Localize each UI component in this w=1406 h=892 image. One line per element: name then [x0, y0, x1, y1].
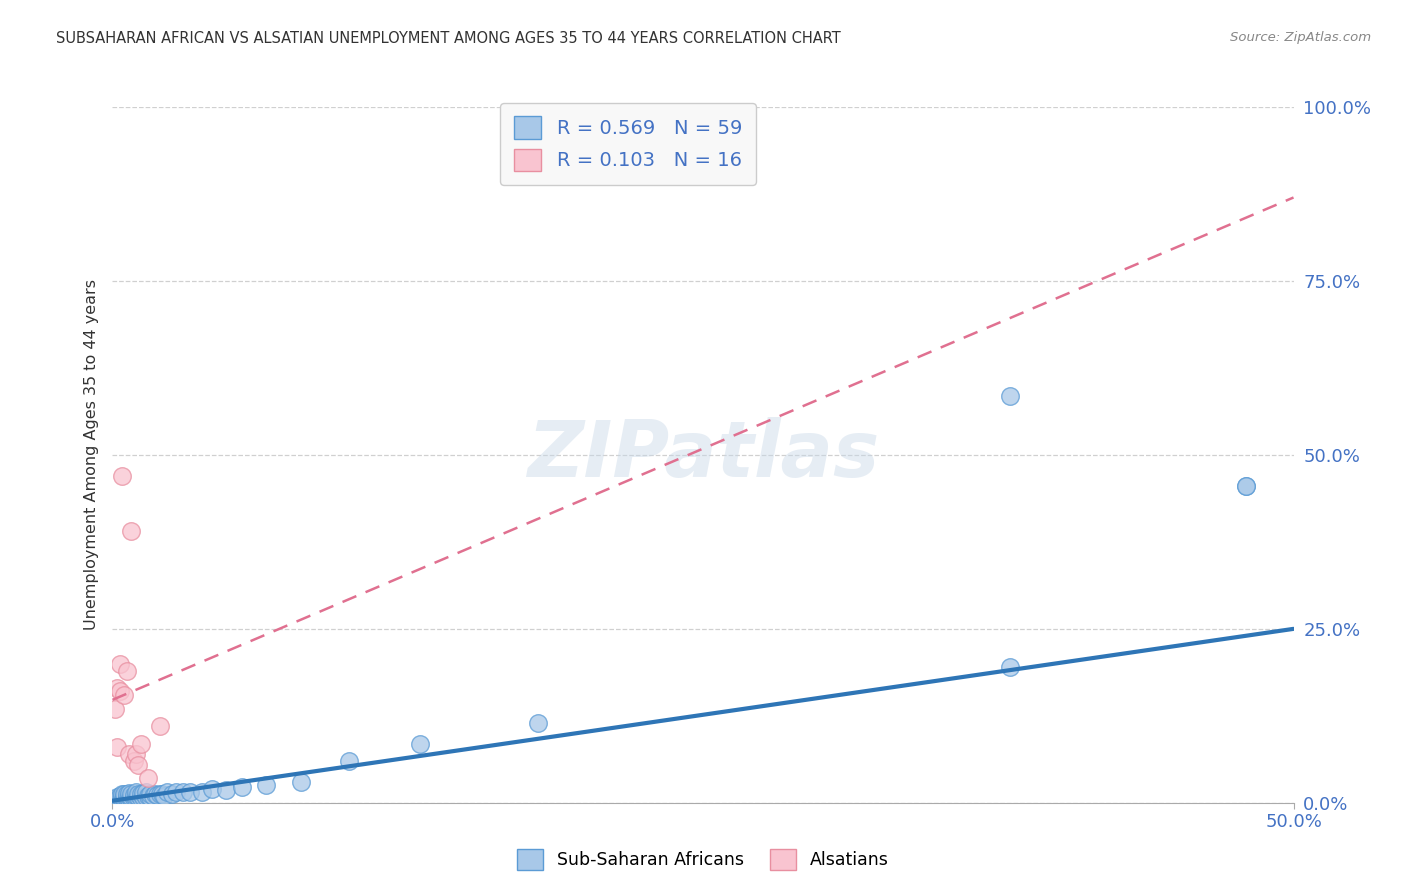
Point — [127, 757, 149, 772]
Point — [153, 789, 176, 803]
Point — [526, 715, 548, 730]
Point — [115, 792, 138, 806]
Text: ZIPatlas: ZIPatlas — [527, 417, 879, 493]
Point — [120, 792, 142, 806]
Point — [132, 790, 155, 805]
Point — [108, 657, 131, 671]
Point — [139, 790, 162, 805]
Point — [139, 787, 162, 801]
Point — [156, 785, 179, 799]
Point — [136, 789, 159, 803]
Point — [112, 789, 135, 803]
Point — [998, 660, 1021, 674]
Point — [115, 790, 138, 805]
Text: Source: ZipAtlas.com: Source: ZipAtlas.com — [1230, 31, 1371, 45]
Point — [125, 785, 148, 799]
Point — [290, 775, 312, 789]
Point — [142, 789, 165, 803]
Point — [408, 737, 430, 751]
Point — [105, 792, 128, 806]
Point — [112, 787, 135, 801]
Legend: R = 0.569   N = 59, R = 0.103   N = 16: R = 0.569 N = 59, R = 0.103 N = 16 — [501, 103, 755, 185]
Point — [201, 781, 224, 796]
Point — [129, 791, 152, 805]
Point — [215, 783, 238, 797]
Point — [111, 790, 134, 805]
Point — [105, 740, 128, 755]
Point — [172, 785, 194, 799]
Point — [150, 787, 173, 801]
Point — [129, 737, 152, 751]
Point — [118, 789, 141, 803]
Point — [111, 788, 134, 802]
Point — [122, 788, 145, 802]
Point — [135, 789, 157, 804]
Point — [111, 468, 134, 483]
Point — [108, 791, 131, 805]
Text: SUBSAHARAN AFRICAN VS ALSATIAN UNEMPLOYMENT AMONG AGES 35 TO 44 YEARS CORRELATIO: SUBSAHARAN AFRICAN VS ALSATIAN UNEMPLOYM… — [56, 31, 841, 46]
Point — [337, 754, 360, 768]
Point — [118, 791, 141, 805]
Point — [104, 702, 127, 716]
Point — [108, 789, 131, 803]
Point — [122, 791, 145, 805]
Point — [127, 790, 149, 805]
Point — [115, 788, 138, 802]
Point — [125, 789, 148, 803]
Point — [143, 788, 166, 802]
Point — [149, 788, 172, 802]
Point — [118, 747, 141, 761]
Point — [135, 785, 157, 799]
Point — [149, 719, 172, 733]
Point — [112, 791, 135, 805]
Legend: Sub-Saharan Africans, Alsatians: Sub-Saharan Africans, Alsatians — [509, 840, 897, 879]
Point — [1234, 479, 1257, 493]
Point — [112, 792, 135, 806]
Point — [120, 787, 142, 801]
Point — [120, 524, 142, 539]
Point — [108, 684, 131, 698]
Point — [146, 788, 169, 802]
Point — [120, 789, 142, 804]
Point — [998, 389, 1021, 403]
Point — [108, 794, 131, 808]
Point — [231, 780, 253, 795]
Point — [118, 786, 141, 800]
Point — [132, 786, 155, 800]
Point — [165, 785, 187, 799]
Point — [179, 785, 201, 799]
Point — [136, 772, 159, 786]
Point — [191, 785, 214, 799]
Point — [111, 793, 134, 807]
Point — [105, 681, 128, 695]
Point — [160, 787, 183, 801]
Point — [105, 790, 128, 805]
Point — [125, 747, 148, 761]
Point — [112, 688, 135, 702]
Point — [122, 754, 145, 768]
Point — [127, 787, 149, 801]
Point — [1234, 479, 1257, 493]
Point — [125, 791, 148, 805]
Point — [115, 664, 138, 678]
Point — [254, 778, 277, 792]
Point — [129, 788, 152, 802]
Y-axis label: Unemployment Among Ages 35 to 44 years: Unemployment Among Ages 35 to 44 years — [83, 279, 98, 631]
